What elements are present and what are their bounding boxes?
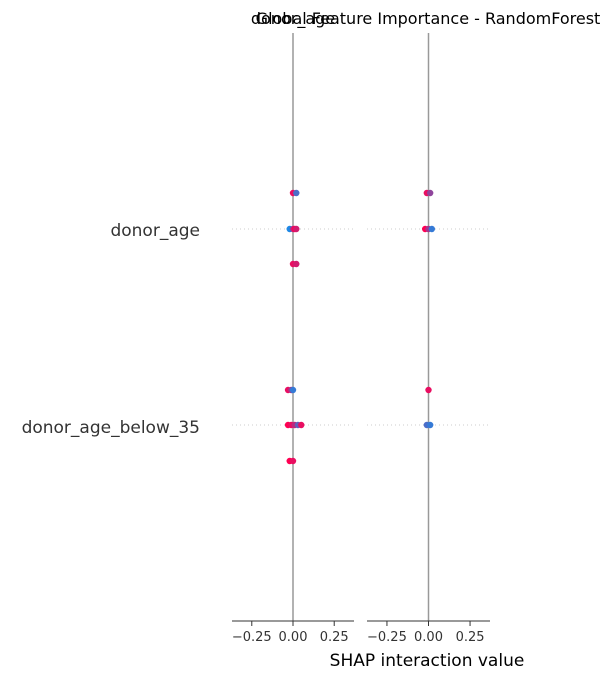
panel-right: −0.25 0.00 0.25	[367, 33, 490, 645]
shap-point	[426, 421, 434, 429]
shap-point	[289, 386, 297, 394]
shap-point	[428, 225, 436, 233]
shap-point	[293, 189, 300, 197]
feature-label-donor-age-below-35: donor_age_below_35	[22, 418, 200, 438]
shap-point	[298, 421, 305, 429]
x-tick-label: −0.25	[367, 630, 407, 645]
x-axis-label: SHAP interaction value	[330, 651, 525, 671]
x-tick-label: 0.00	[414, 630, 443, 645]
shap-point	[293, 260, 300, 268]
x-tick-label: 0.25	[320, 630, 349, 645]
shap-point	[426, 189, 434, 197]
x-tick-label: 0.00	[279, 630, 308, 645]
x-tick-label: 0.25	[456, 630, 485, 645]
shap-point	[289, 457, 297, 465]
right-panel-title: Global Feature Importance - RandomForest	[256, 9, 601, 28]
shap-point	[425, 386, 432, 394]
shap-point	[293, 225, 300, 233]
panel-left: −0.25 0.00 0.25	[232, 33, 354, 645]
left-panel-title: donor_age	[251, 9, 335, 29]
x-tick-label: −0.25	[232, 630, 272, 645]
feature-label-donor-age: donor_age	[110, 221, 200, 241]
